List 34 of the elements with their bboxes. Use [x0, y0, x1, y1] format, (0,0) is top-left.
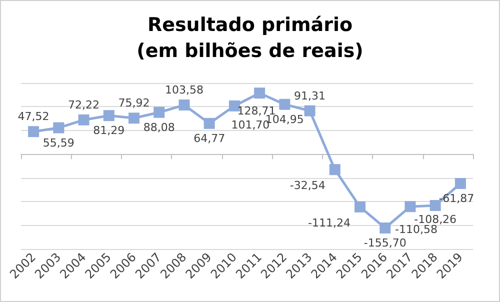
chart-title: Resultado primário (em bilhões de reais): [136, 14, 364, 62]
point: [404, 201, 416, 212]
point: [254, 88, 266, 99]
point: [154, 106, 165, 118]
data-label: 64,77: [194, 132, 226, 145]
point: [279, 98, 290, 110]
point: [430, 200, 441, 211]
data-label: -110,58: [394, 223, 438, 236]
data-label: -155,70: [364, 236, 406, 250]
data-label: 72,22: [68, 98, 100, 112]
point: [103, 110, 114, 122]
point: [28, 126, 40, 138]
data-label: -111,24: [308, 216, 350, 230]
point: [228, 100, 240, 112]
data-label: 47,52: [18, 110, 50, 124]
data-label: 75,92: [118, 96, 150, 110]
data-label: 88,08: [143, 120, 175, 134]
point: [454, 178, 466, 189]
point: [354, 201, 366, 212]
point: [204, 118, 215, 129]
data-label: 81,29: [93, 124, 125, 138]
point: [128, 112, 140, 124]
data-label: 103,58: [164, 84, 204, 97]
data-label: -32,54: [290, 179, 326, 192]
data-label: 101,70: [231, 118, 270, 132]
point: [78, 114, 90, 126]
data-label: 91,31: [294, 89, 326, 102]
data-label: 55,59: [42, 136, 74, 150]
point: [304, 105, 316, 116]
point: [329, 164, 340, 176]
point: [53, 122, 64, 134]
point: [380, 222, 391, 234]
point: [178, 100, 190, 111]
data-label: -108,26: [414, 212, 457, 226]
